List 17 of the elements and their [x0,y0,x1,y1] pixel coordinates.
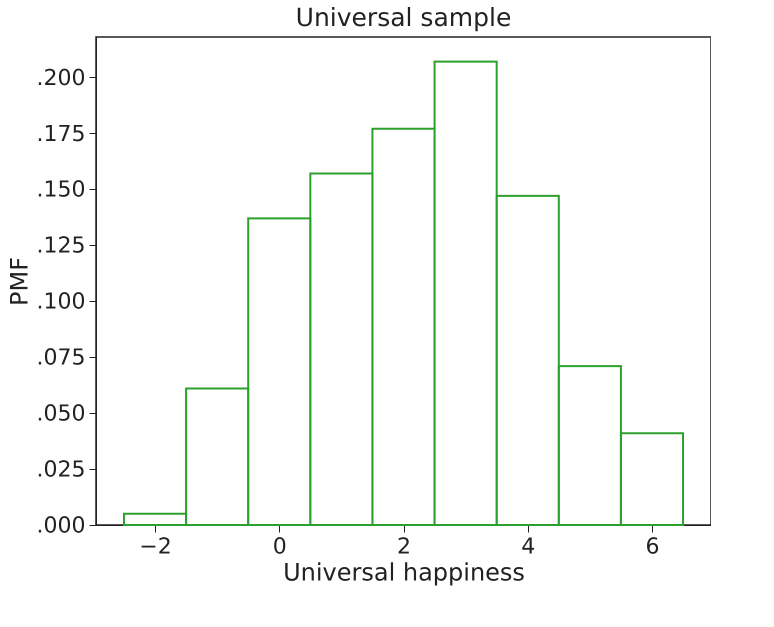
x-tick-label: 2 [397,534,411,560]
x-tick-label: 6 [645,534,660,560]
y-tick-label: .100 [36,290,86,315]
y-tick-label: .150 [36,178,86,203]
y-tick-label: .125 [36,234,86,259]
chart-title: Universal sample [296,3,512,32]
y-axis-title: PMF [6,257,34,306]
y-tick-label: .025 [36,458,86,483]
y-tick-label: .175 [36,122,86,147]
y-tick-label: .075 [36,346,86,371]
y-tick-label: .000 [36,514,86,538]
x-tick-label: 4 [521,534,536,560]
x-tick-label: 0 [272,534,287,560]
x-tick-label: −2 [139,534,172,560]
y-tick-label: .050 [36,402,86,427]
y-tick-label: .200 [36,66,86,91]
x-axis-title: Universal happiness [283,558,525,586]
